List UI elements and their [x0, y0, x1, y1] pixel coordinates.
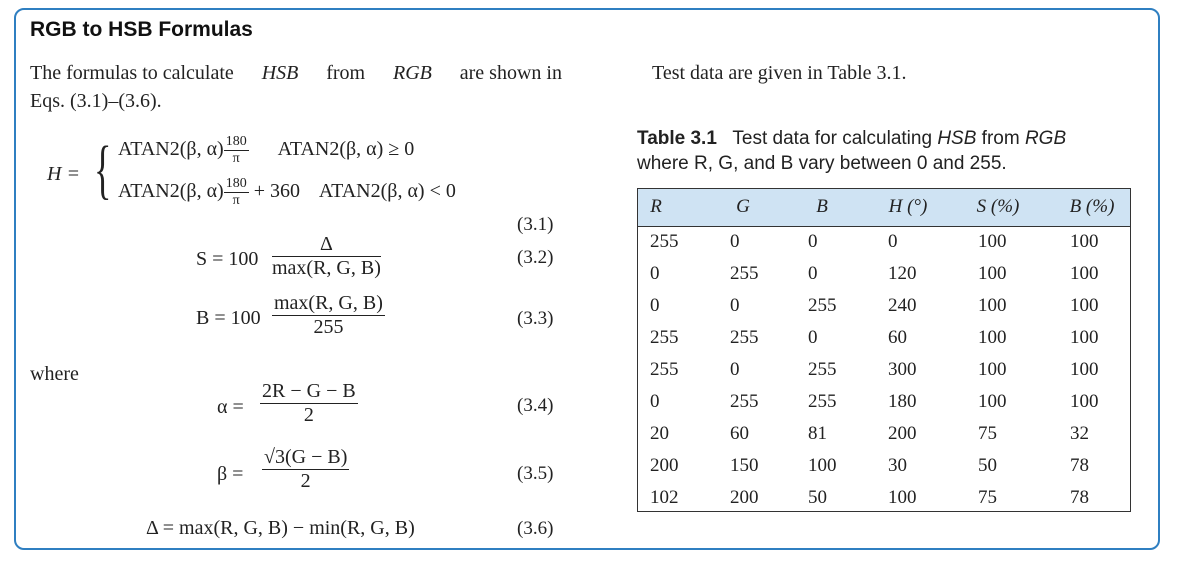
table-cell: 200	[730, 487, 759, 508]
table-cell: 0	[730, 359, 740, 380]
table-cell: 100	[1070, 327, 1099, 348]
eq-number-3-2: (3.2)	[517, 247, 554, 268]
table-cell: 0	[888, 231, 898, 252]
table-cell: 102	[650, 487, 679, 508]
h-lhs: H =	[47, 163, 80, 185]
table-cell: 255	[730, 263, 759, 284]
eq-number-3-6: (3.6)	[517, 518, 554, 539]
table-cell: 255	[650, 231, 679, 252]
eq-number-3-3: (3.3)	[517, 308, 554, 329]
table-cell: 100	[978, 391, 1007, 412]
table-header-cell: B (%)	[1069, 196, 1115, 217]
table-cell: 60	[730, 423, 749, 444]
table-cell: 240	[888, 295, 917, 316]
table-cell: 100	[978, 327, 1007, 348]
table-cell: 100	[1070, 231, 1099, 252]
table-cell: 255	[650, 359, 679, 380]
table-cell: 100	[808, 455, 837, 476]
table-cell: 100	[1070, 263, 1099, 284]
table-cell: 100	[1070, 391, 1099, 412]
alpha-lhs: α =	[217, 396, 244, 418]
table-cell: 32	[1070, 423, 1089, 444]
table-cell: 100	[978, 359, 1007, 380]
table-cell: 100	[1070, 295, 1099, 316]
table-cell: 50	[978, 455, 997, 476]
table-cell: 81	[808, 423, 827, 444]
table-cell: 300	[888, 359, 917, 380]
table-cell: 75	[978, 423, 997, 444]
table-header-cell: S (%)	[976, 196, 1020, 217]
section-title: RGB to HSB Formulas	[30, 18, 253, 41]
table-cell: 0	[730, 231, 740, 252]
h-case-1: ATAN2(β, α) 180 π ATAN2(β, α) ≥ 0	[118, 134, 415, 167]
h-brace: {	[94, 133, 112, 206]
intro-line-2: Eqs. (3.1)–(3.6).	[30, 90, 162, 112]
where-label: where	[30, 363, 79, 385]
table-cell: 50	[808, 487, 827, 508]
table-cell: 100	[1070, 359, 1099, 380]
table-cell: 100	[888, 487, 917, 508]
table-cell: 0	[650, 391, 660, 412]
right-intro: Test data are given in Table 3.1.	[652, 62, 907, 84]
table-cell: 200	[650, 455, 679, 476]
table-caption-line-2: where R, G, and B vary between 0 and 255…	[637, 153, 1007, 174]
beta-lhs: β =	[217, 463, 244, 485]
table-cell: 0	[650, 295, 660, 316]
table-cell: 78	[1070, 455, 1089, 476]
alpha-fraction: 2R − G − B 2	[260, 380, 358, 426]
table-header-row	[638, 189, 1130, 227]
table-caption-line-1: Table 3.1 Test data for calculating HSB …	[637, 128, 1067, 149]
table-cell: 200	[888, 423, 917, 444]
table-cell: 60	[888, 327, 907, 348]
table-cell: 255	[808, 391, 837, 412]
b-lhs: B = 100	[196, 307, 261, 329]
content-frame	[14, 8, 1160, 550]
table-cell: 100	[978, 263, 1007, 284]
eq-number-3-1: (3.1)	[517, 214, 554, 235]
table-cell: 255	[808, 295, 837, 316]
table-cell: 255	[808, 359, 837, 380]
table-header-cell: R	[650, 196, 662, 217]
delta-equation: Δ = max(R, G, B) − min(R, G, B)	[146, 517, 415, 539]
table-cell: 20	[650, 423, 669, 444]
table-header-cell: G	[736, 196, 750, 217]
table-cell: 0	[808, 263, 818, 284]
h-case-2: ATAN2(β, α) 180 π + 360 ATAN2(β, α) < 0	[118, 176, 456, 209]
table-cell: 0	[730, 295, 740, 316]
table-cell: 0	[650, 263, 660, 284]
s-lhs: S = 100	[196, 248, 259, 270]
intro-line-1: The formulas to calculate HSB from RGB a…	[30, 62, 562, 84]
eq-number-3-4: (3.4)	[517, 395, 554, 416]
table-cell: 255	[730, 327, 759, 348]
s-fraction: Δ max(R, G, B)	[272, 233, 381, 279]
b-fraction: max(R, G, B) 255	[272, 292, 385, 338]
test-data-table: R G B H (°) S (%) B (%) 255 0 0 0 100 100 0 255 0 120 10…	[637, 188, 1131, 512]
eq-number-3-5: (3.5)	[517, 463, 554, 484]
table-cell: 150	[730, 455, 759, 476]
table-cell: 120	[888, 263, 917, 284]
table-cell: 30	[888, 455, 907, 476]
table-cell: 255	[730, 391, 759, 412]
table-cell: 0	[808, 231, 818, 252]
beta-fraction: √3(G − B) 2	[262, 446, 350, 492]
table-cell: 0	[808, 327, 818, 348]
table-header-cell: B	[816, 196, 828, 217]
table-cell: 255	[650, 327, 679, 348]
table-cell: 100	[978, 231, 1007, 252]
table-header-cell: H (°)	[888, 196, 928, 217]
table-cell: 180	[888, 391, 917, 412]
table-cell: 75	[978, 487, 997, 508]
table-cell: 100	[978, 295, 1007, 316]
table-cell: 78	[1070, 487, 1089, 508]
